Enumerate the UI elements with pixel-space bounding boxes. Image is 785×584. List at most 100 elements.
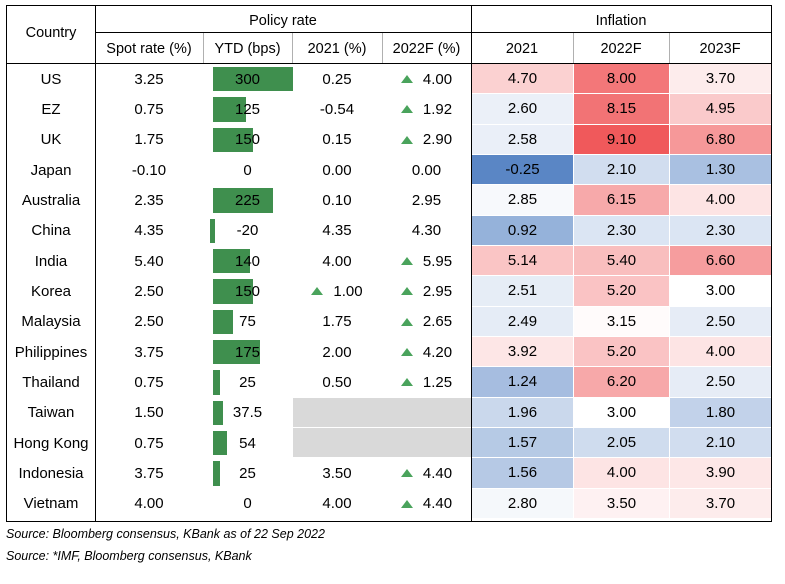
ytd-bar xyxy=(213,279,253,304)
inflation-cell: 1.57 xyxy=(472,427,573,458)
rate-2022f-text: 4.40 xyxy=(422,464,453,482)
up-arrow-icon xyxy=(400,378,413,387)
up-arrow-icon xyxy=(400,317,413,326)
rate-2022f-text: 4.00 xyxy=(422,70,453,88)
rate-2021-text: 0.10 xyxy=(322,191,352,209)
country-name: Thailand xyxy=(22,373,80,391)
rate-2021-text: 0.50 xyxy=(322,373,352,391)
up-arrow-icon xyxy=(400,75,413,84)
inflation-cell: 5.14 xyxy=(472,245,573,276)
rate-2022f: 1.25 xyxy=(382,367,471,397)
ytd-value: 37.5 xyxy=(232,404,263,422)
country-name: US xyxy=(40,70,62,88)
up-arrow-icon xyxy=(400,287,413,296)
inflation-cell: 1.56 xyxy=(472,458,573,488)
ytd-bar xyxy=(210,218,216,243)
rate-2022f-text: 1.25 xyxy=(422,373,453,391)
inflation-cell: 2.10 xyxy=(670,427,771,458)
ytd-bar xyxy=(213,430,228,456)
rate-2022f: 1.92 xyxy=(382,94,471,124)
inflation-cell: 1.30 xyxy=(670,154,771,185)
spot-rate: 0.75 xyxy=(134,373,164,391)
inflation-cell: 2.50 xyxy=(670,306,771,336)
rate-2022f-text: 4.30 xyxy=(411,222,442,240)
ytd-value: 125 xyxy=(234,100,261,118)
inflation-cell: 3.90 xyxy=(670,458,771,488)
rate-2022f: 2.95 xyxy=(382,185,471,215)
subcolumn-divider xyxy=(382,33,383,63)
rate-2021-text: 1.00 xyxy=(333,282,363,300)
country-name: Taiwan xyxy=(27,404,75,422)
rate-2022f: 4.30 xyxy=(382,216,471,246)
ytd-bar xyxy=(213,248,251,274)
no-data-cell xyxy=(293,427,471,458)
up-arrow-icon xyxy=(400,348,413,357)
subheader-6: 2023F xyxy=(699,41,741,57)
country-name: Hong Kong xyxy=(13,434,89,452)
up-arrow-icon xyxy=(400,257,413,266)
ytd-bar xyxy=(213,67,293,92)
ytd-value: 150 xyxy=(234,131,261,149)
rate-2021: 0.00 xyxy=(292,155,382,185)
ytd-value: 25 xyxy=(239,464,256,482)
inflation-cell: 3.00 xyxy=(670,276,771,306)
inflation-cell: 1.96 xyxy=(472,397,573,427)
inflation-cell: 4.00 xyxy=(574,458,669,488)
rate-2022f-text: 2.95 xyxy=(411,191,442,209)
subcolumn-divider xyxy=(203,33,204,63)
ytd-value: 25 xyxy=(239,373,256,391)
rate-2021: 1.75 xyxy=(292,307,382,337)
source-note-2: Source: *IMF, Bloomberg consensus, KBank xyxy=(6,549,252,563)
subheader-1: YTD (bps) xyxy=(214,41,281,57)
rate-2022f: 4.20 xyxy=(382,337,471,367)
header-country: Country xyxy=(25,25,77,41)
up-arrow-icon xyxy=(400,499,413,508)
rate-2021: 2.00 xyxy=(292,337,382,367)
ytd-bar xyxy=(213,370,220,395)
rate-2021-text: 4.00 xyxy=(322,495,352,513)
inflation-cell: 8.00 xyxy=(574,64,669,94)
spot-rate: 4.00 xyxy=(134,495,164,513)
inflation-cell: 6.15 xyxy=(574,185,669,215)
rate-2021-text: 2.00 xyxy=(322,343,352,361)
rate-2021-text: 4.00 xyxy=(322,252,352,270)
spot-rate: 2.50 xyxy=(134,282,164,300)
spot-rate: 2.35 xyxy=(134,191,164,209)
inflation-cell: 2.50 xyxy=(670,367,771,397)
spot-rate: 5.40 xyxy=(134,252,164,270)
rate-2022f-text: 1.92 xyxy=(422,100,453,118)
up-arrow-icon xyxy=(400,105,413,114)
subheader-0: Spot rate (%) xyxy=(106,41,192,57)
spot-rate: 1.50 xyxy=(134,404,164,422)
subheader-2: 2021 (%) xyxy=(307,41,367,57)
subheader-3: 2022F (%) xyxy=(392,41,461,57)
rate-2022f-text: 2.90 xyxy=(422,131,453,149)
spot-rate: 0.75 xyxy=(134,100,164,118)
inflation-cell: 5.20 xyxy=(574,336,669,367)
rate-2022f: 2.90 xyxy=(382,125,471,155)
header-inflation: Inflation xyxy=(595,13,647,29)
ytd-value: 0 xyxy=(243,161,252,179)
policy-inflation-table: Country Policy rate Inflation Spot rate (%)… xyxy=(6,5,772,522)
header-divider-top xyxy=(95,32,771,33)
inflation-cell: 2.30 xyxy=(670,215,771,245)
inflation-cell: 2.49 xyxy=(472,306,573,336)
inflation-cell: 4.95 xyxy=(670,94,771,124)
rate-2021: 0.25 xyxy=(292,64,382,94)
subheader-5: 2022F xyxy=(600,41,642,57)
rate-2021-text: 0.15 xyxy=(322,131,352,149)
country-name: EZ xyxy=(41,100,61,118)
up-arrow-icon xyxy=(311,287,324,296)
ytd-bar xyxy=(213,97,247,122)
inflation-cell: 1.24 xyxy=(472,367,573,397)
inflation-cell: 2.05 xyxy=(574,427,669,458)
country-name: Indonesia xyxy=(18,464,84,482)
ytd-bar xyxy=(213,127,253,152)
ytd-value: 75 xyxy=(239,313,256,331)
ytd-value: 0 xyxy=(243,495,252,513)
rate-2022f: 4.40 xyxy=(382,489,471,519)
inflation-cell: 6.20 xyxy=(574,367,669,397)
rate-2022f-text: 2.65 xyxy=(422,313,453,331)
inflation-cell: 2.10 xyxy=(574,154,669,185)
rate-2021-text: 0.25 xyxy=(322,70,352,88)
